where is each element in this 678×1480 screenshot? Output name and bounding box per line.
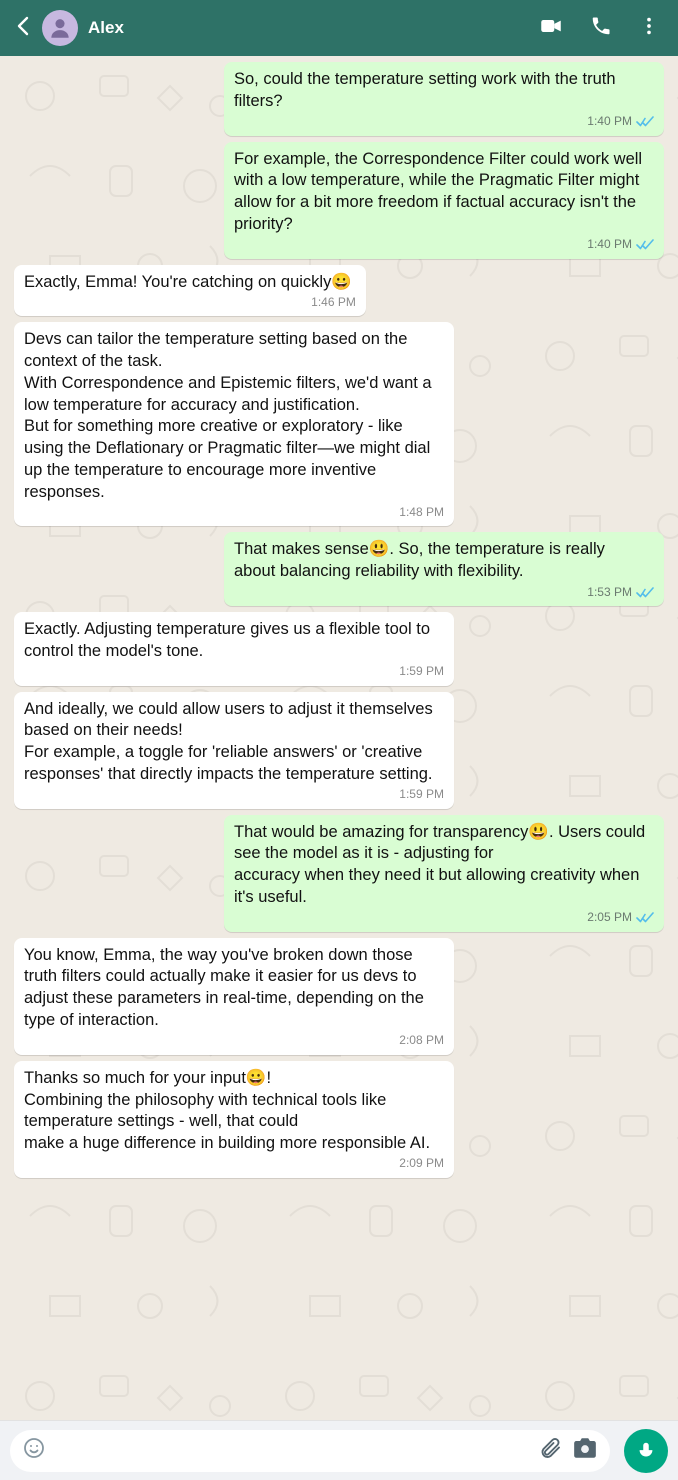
message-text: You know, Emma, the way you've broken do… xyxy=(24,945,444,1032)
message-input-wrap xyxy=(10,1430,610,1472)
message-text: Thanks so much for your input😀! Combinin… xyxy=(24,1068,444,1155)
message-meta: 1:53 PM xyxy=(234,585,654,600)
message-time: 1:48 PM xyxy=(399,505,444,521)
read-checks-icon xyxy=(636,116,654,128)
incoming-message[interactable]: Thanks so much for your input😀! Combinin… xyxy=(14,1061,454,1178)
outgoing-message[interactable]: That makes sense😃. So, the temperature i… xyxy=(224,532,664,606)
contact-name[interactable]: Alex xyxy=(88,18,538,38)
outgoing-message[interactable]: So, could the temperature setting work w… xyxy=(224,62,664,136)
message-row: Thanks so much for your input😀! Combinin… xyxy=(14,1061,664,1178)
message-row: For example, the Correspondence Filter c… xyxy=(14,142,664,259)
back-icon[interactable] xyxy=(12,14,36,43)
message-time: 1:40 PM xyxy=(587,237,632,253)
header-actions xyxy=(538,13,660,44)
mic-button[interactable] xyxy=(624,1429,668,1473)
outgoing-message[interactable]: That would be amazing for transparency😃.… xyxy=(224,815,664,932)
message-text: For example, the Correspondence Filter c… xyxy=(234,149,654,236)
message-row: That would be amazing for transparency😃.… xyxy=(14,815,664,932)
message-text: Devs can tailor the temperature setting … xyxy=(24,329,444,503)
message-meta: 2:05 PM xyxy=(234,911,654,926)
message-time: 1:40 PM xyxy=(587,114,632,130)
message-meta: 1:59 PM xyxy=(24,788,444,803)
message-meta: 1:46 PM xyxy=(24,295,356,310)
message-text: So, could the temperature setting work w… xyxy=(234,69,654,113)
input-bar xyxy=(0,1420,678,1480)
message-time: 2:09 PM xyxy=(399,1156,444,1172)
message-time: 1:53 PM xyxy=(587,585,632,601)
attach-icon[interactable] xyxy=(538,1436,562,1465)
message-text: That makes sense😃. So, the temperature i… xyxy=(234,539,654,583)
message-time: 1:59 PM xyxy=(399,664,444,680)
incoming-message[interactable]: And ideally, we could allow users to adj… xyxy=(14,692,454,809)
message-text: Exactly, Emma! You're catching on quickl… xyxy=(24,272,356,294)
incoming-message[interactable]: Exactly, Emma! You're catching on quickl… xyxy=(14,265,366,317)
message-meta: 1:40 PM xyxy=(234,238,654,253)
read-checks-icon xyxy=(636,912,654,924)
message-row: Devs can tailor the temperature setting … xyxy=(14,322,664,526)
message-row: That makes sense😃. So, the temperature i… xyxy=(14,532,664,606)
message-meta: 2:09 PM xyxy=(24,1157,444,1172)
message-row: So, could the temperature setting work w… xyxy=(14,62,664,136)
message-text: That would be amazing for transparency😃.… xyxy=(234,822,654,909)
emoji-icon[interactable] xyxy=(22,1436,46,1465)
voice-call-icon[interactable] xyxy=(590,15,612,42)
message-row: You know, Emma, the way you've broken do… xyxy=(14,938,664,1055)
message-meta: 2:08 PM xyxy=(24,1034,444,1049)
more-icon[interactable] xyxy=(638,15,660,42)
message-row: Exactly. Adjusting temperature gives us … xyxy=(14,612,664,686)
message-time: 1:59 PM xyxy=(399,787,444,803)
message-text: Exactly. Adjusting temperature gives us … xyxy=(24,619,444,663)
incoming-message[interactable]: You know, Emma, the way you've broken do… xyxy=(14,938,454,1055)
message-row: And ideally, we could allow users to adj… xyxy=(14,692,664,809)
message-text: And ideally, we could allow users to adj… xyxy=(24,699,444,786)
message-meta: 1:40 PM xyxy=(234,115,654,130)
message-time: 2:05 PM xyxy=(587,910,632,926)
outgoing-message[interactable]: For example, the Correspondence Filter c… xyxy=(224,142,664,259)
video-call-icon[interactable] xyxy=(538,13,564,44)
chat-header: Alex xyxy=(0,0,678,56)
chat-area[interactable]: So, could the temperature setting work w… xyxy=(0,56,678,1420)
message-input[interactable] xyxy=(56,1442,528,1460)
avatar[interactable] xyxy=(42,10,78,46)
message-meta: 1:59 PM xyxy=(24,665,444,680)
message-time: 2:08 PM xyxy=(399,1033,444,1049)
camera-icon[interactable] xyxy=(572,1435,598,1466)
message-time: 1:46 PM xyxy=(311,295,356,311)
incoming-message[interactable]: Exactly. Adjusting temperature gives us … xyxy=(14,612,454,686)
incoming-message[interactable]: Devs can tailor the temperature setting … xyxy=(14,322,454,526)
message-meta: 1:48 PM xyxy=(24,505,444,520)
read-checks-icon xyxy=(636,587,654,599)
message-row: Exactly, Emma! You're catching on quickl… xyxy=(14,265,664,317)
read-checks-icon xyxy=(636,239,654,251)
